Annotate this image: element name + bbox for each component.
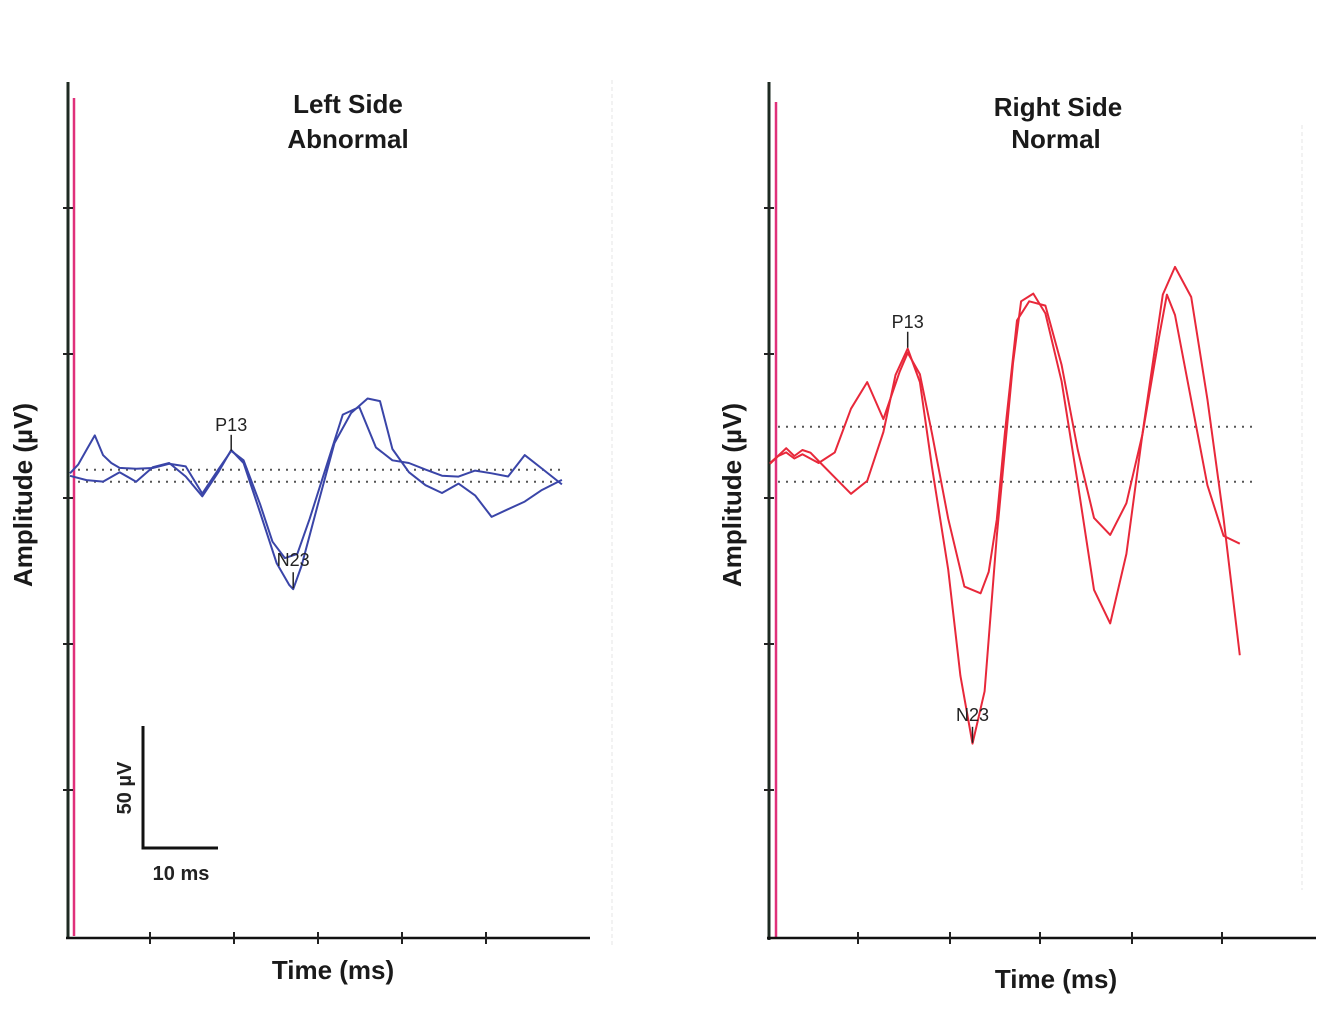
left-marker-p13-label: P13 (215, 415, 247, 435)
right-peak-markers: P13 N23 (892, 312, 989, 743)
left-traces (69, 397, 563, 591)
right-marker-n23-label: N23 (956, 705, 989, 725)
scale-bar-time-label: 10 ms (153, 863, 210, 885)
right-title-line1: Right Side (994, 92, 1123, 122)
left-trace-2 (69, 397, 563, 591)
right-trace-2 (769, 293, 1241, 595)
right-title-line2: Normal (1011, 124, 1101, 154)
right-x-axis-label: Time (ms) (995, 964, 1117, 994)
left-x-axis-label: Time (ms) (272, 955, 394, 985)
left-panel: P13 N23 Left Side Abnormal Time (ms) Ampl… (8, 80, 613, 985)
left-trace-1 (69, 406, 563, 560)
right-x-ticks (857, 932, 1223, 944)
right-marker-p13-label: P13 (892, 312, 924, 332)
right-y-ticks (764, 207, 774, 791)
scale-bar-amplitude-label: 50 µV (114, 761, 136, 814)
left-y-axis-label: Amplitude (µV) (8, 403, 38, 587)
left-y-ticks (63, 207, 73, 791)
left-title-line2: Abnormal (287, 124, 408, 154)
left-x-ticks (149, 932, 487, 944)
left-peak-markers: P13 N23 (215, 415, 310, 589)
right-panel: P13 N23 Right Side Normal Time (ms) Ampli… (717, 82, 1316, 994)
scale-bar-lines (141, 726, 218, 850)
scale-bar: 50 µV 10 ms (114, 726, 218, 885)
left-title-line1: Left Side (293, 89, 403, 119)
right-y-axis-label: Amplitude (µV) (717, 403, 747, 587)
left-threshold-lines (78, 468, 564, 483)
left-marker-n23-label: N23 (277, 550, 310, 570)
right-traces (769, 265, 1241, 745)
